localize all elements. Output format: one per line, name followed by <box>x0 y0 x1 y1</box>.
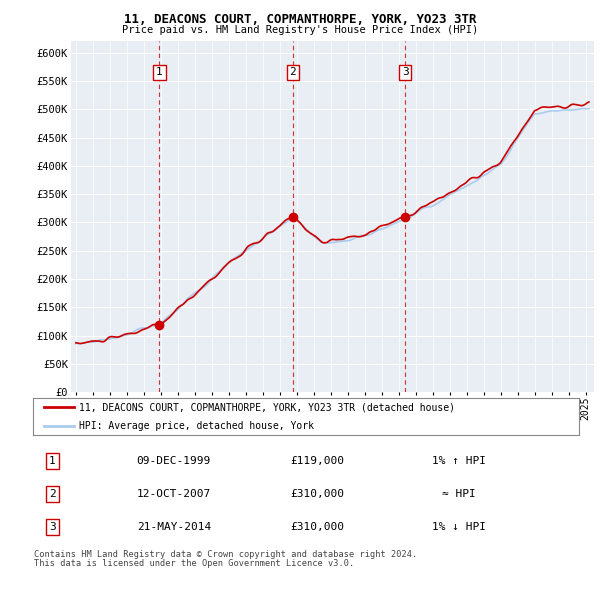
Text: 09-DEC-1999: 09-DEC-1999 <box>137 456 211 466</box>
Text: 1% ↑ HPI: 1% ↑ HPI <box>432 456 486 466</box>
Text: 2: 2 <box>49 489 55 499</box>
Text: Price paid vs. HM Land Registry's House Price Index (HPI): Price paid vs. HM Land Registry's House … <box>122 25 478 35</box>
Text: 1: 1 <box>156 67 163 77</box>
Text: 11, DEACONS COURT, COPMANTHORPE, YORK, YO23 3TR (detached house): 11, DEACONS COURT, COPMANTHORPE, YORK, Y… <box>79 402 455 412</box>
Text: 1: 1 <box>49 456 55 466</box>
Text: 3: 3 <box>402 67 409 77</box>
Text: £310,000: £310,000 <box>290 522 344 532</box>
Text: HPI: Average price, detached house, York: HPI: Average price, detached house, York <box>79 421 314 431</box>
Text: £119,000: £119,000 <box>290 456 344 466</box>
Text: £310,000: £310,000 <box>290 489 344 499</box>
Text: Contains HM Land Registry data © Crown copyright and database right 2024.: Contains HM Land Registry data © Crown c… <box>34 550 418 559</box>
Text: 21-MAY-2014: 21-MAY-2014 <box>137 522 211 532</box>
Text: 11, DEACONS COURT, COPMANTHORPE, YORK, YO23 3TR: 11, DEACONS COURT, COPMANTHORPE, YORK, Y… <box>124 13 476 26</box>
Text: 12-OCT-2007: 12-OCT-2007 <box>137 489 211 499</box>
Text: 3: 3 <box>49 522 55 532</box>
Text: This data is licensed under the Open Government Licence v3.0.: This data is licensed under the Open Gov… <box>34 559 355 568</box>
Text: ≈ HPI: ≈ HPI <box>442 489 476 499</box>
Text: 1% ↓ HPI: 1% ↓ HPI <box>432 522 486 532</box>
Text: 2: 2 <box>290 67 296 77</box>
